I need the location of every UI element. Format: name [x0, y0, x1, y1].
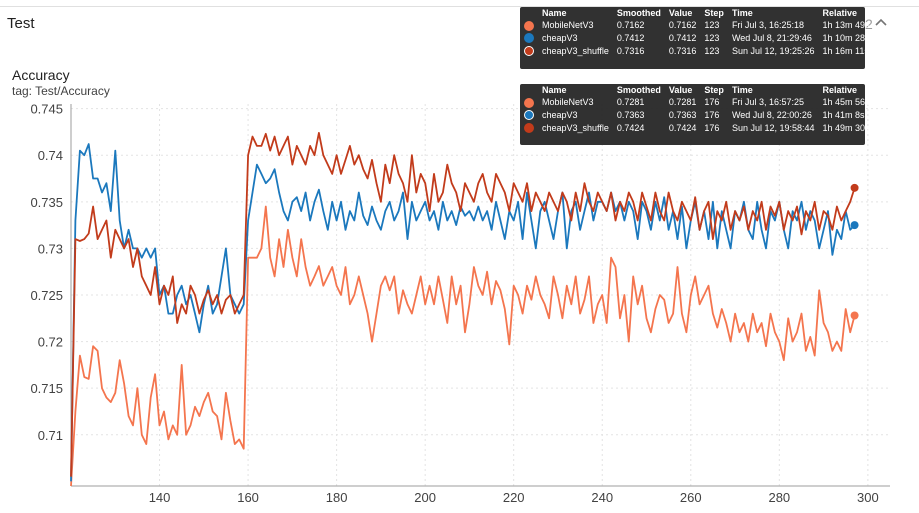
- section-title[interactable]: Test: [7, 15, 35, 32]
- tooltip-time: Wed Jul 8, 21:29:46: [731, 32, 812, 43]
- tooltip-time: Sun Jul 12, 19:58:44: [731, 122, 815, 133]
- tooltip-row: cheapV3 0.7412 0.7412 123 Wed Jul 8, 21:29:4…: [520, 32, 874, 45]
- tooltip-time: Fri Jul 3, 16:25:18: [731, 20, 804, 31]
- tooltip-header: Relative: [822, 85, 858, 95]
- run-color-dot-icon: [524, 33, 534, 44]
- run-color-dot-icon: [524, 20, 534, 31]
- tooltip-header: Smoothed: [616, 8, 661, 18]
- gridlines: [71, 104, 890, 486]
- chart-title: Accuracy: [12, 67, 70, 83]
- x-tick-label: 300: [857, 490, 879, 505]
- x-tick-label: 280: [768, 490, 790, 505]
- tooltip-header: Value: [668, 8, 693, 18]
- tooltip-header: Name: [542, 85, 567, 95]
- tooltip-row: MobileNetV3 0.7162 0.7162 123 Fri Jul 3, 16:…: [520, 19, 874, 32]
- y-tick-label: 0.745: [30, 102, 63, 117]
- series-lines: [70, 132, 859, 487]
- series-endpoint-marker: [850, 221, 859, 230]
- tooltip-relative: 1h 10m 28s: [822, 32, 870, 43]
- tooltip-relative: 1h 13m 49s: [822, 20, 870, 31]
- tooltip-name: cheapV3_shuffle: [542, 45, 609, 56]
- x-tick-label: 260: [680, 490, 702, 505]
- tooltip-header: Value: [668, 85, 693, 95]
- run-color-dot-icon: [524, 97, 534, 108]
- tooltip-header: [520, 84, 538, 96]
- y-tick-label: 0.72: [38, 335, 63, 350]
- x-tick-label: 200: [414, 490, 436, 505]
- series-line-mobilenetv3[interactable]: [70, 205, 856, 487]
- tooltip-step: 123: [704, 20, 720, 31]
- tooltip-header: Time: [731, 8, 753, 18]
- tooltip-relative: 1h 45m 56s: [822, 97, 870, 108]
- x-tick-label: 220: [503, 490, 525, 505]
- tooltip-value: 0.7281: [668, 97, 697, 108]
- divider: [0, 6, 919, 7]
- tooltip-smoothed: 0.7363: [616, 109, 645, 120]
- tooltip-smoothed: 0.7316: [616, 45, 645, 56]
- series-endpoint-marker: [850, 311, 859, 320]
- tooltip-header: Name: [542, 8, 567, 18]
- tooltip-relative: 1h 41m 8s: [822, 109, 865, 120]
- run-count: 2: [865, 16, 873, 32]
- tooltip-row: cheapV3 0.7363 0.7363 176 Wed Jul 8, 22:00:2…: [520, 109, 874, 122]
- tooltip-header: Step: [704, 85, 724, 95]
- x-tick-label: 240: [591, 490, 613, 505]
- tooltip-header: Smoothed: [616, 85, 661, 95]
- run-color-dot-icon: [524, 122, 534, 133]
- y-tick-label: 0.73: [38, 241, 63, 256]
- tooltip-name: cheapV3: [542, 109, 578, 120]
- tooltip-relative: 1h 49m 30s: [822, 122, 870, 133]
- y-tick-label: 0.725: [30, 288, 63, 303]
- tooltip-header: Step: [704, 8, 724, 18]
- tooltip-smoothed: 0.7281: [616, 97, 645, 108]
- tooltip-step: 123: [704, 45, 720, 56]
- tooltip-header: [520, 7, 538, 19]
- chevron-up-icon[interactable]: [873, 14, 889, 30]
- tooltip-time: Sun Jul 12, 19:25:26: [731, 45, 815, 56]
- y-tick-label: 0.71: [38, 428, 63, 443]
- tick-labels: 0.71 0.715 0.72 0.725 0.73 0.735 0.74 0.745 140 1…: [30, 102, 878, 505]
- tooltip-value: 0.7162: [668, 20, 697, 31]
- x-tick-label: 140: [149, 490, 171, 505]
- tooltip-name: cheapV3_shuffle: [542, 122, 609, 133]
- series-line-cheapv3[interactable]: [70, 143, 856, 482]
- tooltip-row: MobileNetV3 0.7281 0.7281 176 Fri Jul 3, 16:…: [520, 96, 874, 109]
- tooltip-smoothed: 0.7424: [616, 122, 645, 133]
- chart-tag: tag: Test/Accuracy: [12, 84, 110, 98]
- tooltip-value: 0.7412: [668, 32, 697, 43]
- tooltip-step: 176: [704, 109, 720, 120]
- tooltip-row: cheapV3_shuffle 0.7424 0.7424 176 Sun Jul 12…: [520, 121, 874, 134]
- tooltip-value: 0.7316: [668, 45, 697, 56]
- tooltip-name: MobileNetV3: [542, 97, 594, 108]
- tooltip-step-123: Name Smoothed Value Step Time Relative M…: [520, 7, 870, 69]
- tooltip-name: cheapV3: [542, 32, 578, 43]
- tooltip-header: Relative: [822, 8, 858, 18]
- y-tick-label: 0.74: [38, 148, 63, 163]
- tooltip-value: 0.7363: [668, 109, 697, 120]
- run-color-dot-icon: [524, 110, 534, 121]
- tooltip-smoothed: 0.7162: [616, 20, 645, 31]
- x-tick-label: 180: [326, 490, 348, 505]
- axes: [70, 104, 890, 487]
- tooltip-step: 123: [704, 32, 720, 43]
- y-tick-label: 0.715: [30, 381, 63, 396]
- tooltip-time: Fri Jul 3, 16:57:25: [731, 97, 804, 108]
- tooltip-value: 0.7424: [668, 122, 697, 133]
- tooltip-name: MobileNetV3: [542, 20, 594, 31]
- tooltip-time: Wed Jul 8, 22:00:26: [731, 109, 812, 120]
- tooltip-relative: 1h 16m 11s: [822, 45, 869, 56]
- series-endpoint-marker: [850, 183, 859, 192]
- series-line-cheapv3-shuffle[interactable]: [70, 132, 856, 477]
- tooltip-smoothed: 0.7412: [616, 32, 645, 43]
- run-color-dot-icon: [524, 45, 534, 56]
- tooltip-step: 176: [704, 97, 720, 108]
- x-tick-label: 160: [237, 490, 259, 505]
- tooltip-step-176: Name Smoothed Value Step Time Relative M…: [520, 84, 870, 145]
- tooltip-header: Time: [731, 85, 753, 95]
- tooltip-step: 176: [704, 122, 720, 133]
- y-tick-label: 0.735: [30, 195, 63, 210]
- tooltip-row: cheapV3_shuffle 0.7316 0.7316 123 Sun Jul 12…: [520, 44, 874, 57]
